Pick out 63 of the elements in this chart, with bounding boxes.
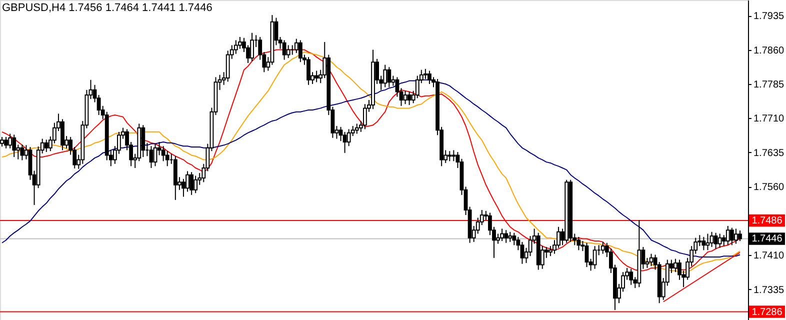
candlestick bbox=[448, 150, 452, 162]
candlestick bbox=[190, 172, 194, 196]
y-tick-label: 1.7635 bbox=[754, 148, 785, 159]
candlestick bbox=[8, 133, 12, 149]
candlestick bbox=[629, 268, 634, 286]
candlestick bbox=[306, 56, 310, 86]
candlestick bbox=[12, 134, 16, 158]
y-tick-label: 1.7710 bbox=[754, 114, 785, 125]
candlestick bbox=[403, 90, 408, 105]
candlestick bbox=[584, 242, 589, 268]
candlestick bbox=[286, 44, 290, 58]
candlestick bbox=[512, 232, 516, 246]
candlestick bbox=[734, 228, 738, 244]
candlestick bbox=[298, 40, 302, 63]
candlestick bbox=[141, 124, 146, 158]
candlestick bbox=[161, 146, 166, 162]
candlestick bbox=[702, 236, 706, 251]
candlestick bbox=[250, 32, 254, 62]
candlestick bbox=[520, 241, 524, 264]
candlestick bbox=[504, 230, 508, 244]
y-tick-label: 1.7335 bbox=[754, 284, 785, 296]
candlestick bbox=[500, 228, 504, 242]
candlestick bbox=[363, 104, 367, 130]
candlestick bbox=[738, 230, 742, 242]
candlestick bbox=[186, 170, 190, 192]
chart-title: GBPUSD,H4 1.7456 1.7464 1.7441 1.7446 bbox=[2, 2, 212, 14]
y-tick-label: 1.7410 bbox=[754, 250, 785, 262]
candlestick bbox=[338, 126, 343, 142]
y-tick-label: 1.7785 bbox=[754, 79, 785, 90]
candlestick bbox=[387, 66, 392, 88]
y-tick-label: 1.7935 bbox=[754, 11, 785, 22]
ref-line-label: 1.7446 bbox=[752, 234, 783, 245]
candlestick bbox=[149, 146, 154, 168]
candlestick bbox=[730, 227, 734, 246]
candlestick bbox=[383, 64, 388, 88]
candlestick bbox=[714, 232, 718, 250]
candlestick bbox=[674, 258, 678, 273]
candlestick bbox=[4, 136, 8, 149]
y-tick-label: 1.7560 bbox=[754, 182, 785, 194]
candlestick bbox=[428, 70, 432, 84]
candlestick bbox=[182, 178, 186, 198]
candlestick bbox=[592, 246, 597, 270]
candlestick bbox=[649, 253, 654, 267]
candlestick bbox=[282, 40, 286, 60]
candlestick bbox=[153, 143, 158, 167]
candlestick bbox=[44, 139, 48, 153]
candlestick bbox=[194, 175, 198, 194]
candlestick bbox=[314, 70, 319, 83]
candlestick bbox=[20, 144, 24, 161]
candlestick bbox=[452, 150, 456, 162]
ref-line-label: 1.7486 bbox=[752, 215, 783, 226]
candlestick bbox=[508, 231, 512, 242]
candlestick bbox=[600, 241, 605, 254]
candlestick bbox=[576, 236, 581, 251]
candlestick bbox=[423, 68, 428, 80]
candlestick bbox=[354, 123, 359, 134]
y-tick-label: 1.7860 bbox=[754, 45, 785, 56]
candlestick bbox=[407, 91, 412, 106]
candlestick bbox=[342, 131, 347, 154]
ref-line-label: 1.7286 bbox=[752, 306, 783, 318]
candlestick bbox=[726, 225, 730, 246]
candlestick bbox=[710, 231, 714, 248]
candlestick bbox=[718, 233, 722, 248]
